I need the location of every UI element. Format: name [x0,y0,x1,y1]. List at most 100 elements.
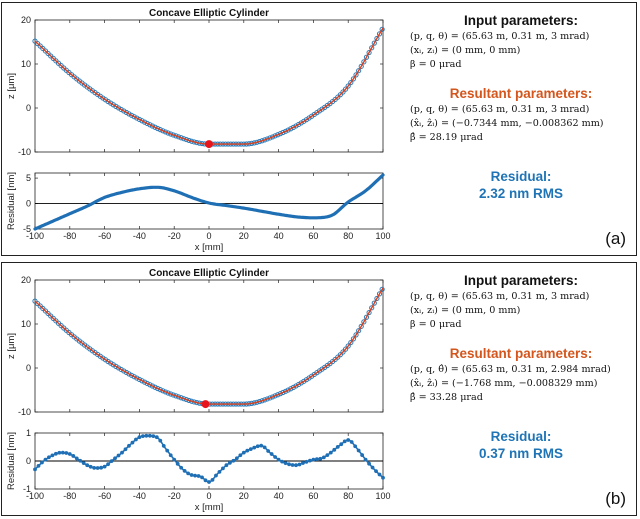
residual-point [255,444,260,449]
residual-point [377,472,382,477]
profile-point [340,89,346,95]
x-axis-label: x [mm] [195,502,224,513]
residual-point [137,435,142,440]
profile-point [376,31,383,37]
y-tick-label: 10 [21,319,31,329]
y-tick-label: 20 [21,275,31,285]
chart-title: Concave Elliptic Cylinder [149,268,269,279]
profile-point [136,116,142,123]
profile-point [264,396,270,402]
profile-point [345,343,351,349]
profile-point [126,371,132,377]
profile-point [363,54,370,60]
profile-point [353,332,359,338]
x-tick-label: 40 [274,491,284,501]
figure-panel-a: -10 0 10 20 z [μm] Concave Elliptic Cylinder -… [1,2,637,256]
y-axis-label: z [μm] [6,333,17,359]
profile-point [178,395,184,401]
x-tick-label: 40 [274,231,284,241]
residual-point [154,435,159,440]
residual-point [144,433,149,438]
input-line-2: (xᵢ, zᵢ) = (0 mm, 0 mm) [410,305,521,316]
residual-point [259,443,264,448]
residual-point [92,465,97,470]
profile-point [296,121,302,128]
x-tick-label: -100 [26,491,44,501]
residual-point [321,455,326,460]
residual-point [283,461,288,466]
x-tick-label: -40 [133,231,146,241]
input-line-3: β = 0 μrad [410,59,462,70]
y-tick-label: 20 [21,15,31,25]
profile-point [149,123,156,129]
profile-point [280,389,286,396]
residual-point [71,454,76,458]
residual-point [297,462,302,467]
profile-point [144,120,150,127]
y-tick-label: 1 [26,428,31,438]
x-tick-label: 60 [308,491,318,501]
residual-point [50,453,55,458]
x-tick-label: 100 [375,491,390,501]
profile-point [350,336,357,342]
residual-heading: Residual: [490,169,552,184]
x-tick-label: -100 [26,231,44,241]
profile-point [275,392,281,398]
profile-point [162,389,169,395]
residual-point [290,463,295,467]
profile-point [337,352,343,358]
residual-point [99,465,104,470]
vertex-point [201,400,210,409]
y-axis-label: z [μm] [6,73,17,99]
residual-point [186,471,191,476]
y-tick-label: 10 [21,59,31,69]
x-tick-label: 100 [375,231,390,241]
profile-point [267,135,273,141]
profile-point [348,339,354,346]
residual-point [151,434,156,439]
profile-point [165,130,171,136]
plot-frame [34,19,384,153]
residual-point [266,449,271,453]
residual-point [147,433,152,438]
result-line-3: β̂ = 33.28 μrad [410,392,483,403]
x-tick-label: -80 [63,491,76,501]
profile-point [369,45,375,51]
residual-point [134,437,138,442]
profile-point [342,346,349,352]
residual-point [113,456,117,461]
y-tick-label: 5 [26,173,31,183]
profile-point [118,366,124,373]
residual-point [47,455,51,460]
residual-point [165,448,170,453]
residual-point [301,461,305,465]
y-tick-label: -1 [23,484,31,494]
y-axis-label: Residual [nm] [6,172,17,230]
profile-point [376,291,383,297]
residual-point [88,464,93,469]
profile-point [170,132,176,138]
profile-point [168,131,174,137]
residual-point [318,456,323,461]
profile-point [285,127,291,133]
residual-point [238,453,243,458]
residual-heading: Residual: [490,429,552,444]
input-line-1: (p, q, θ) = (65.63 m, 0.31 m, 3 mrad) [410,31,590,42]
residual-point [325,453,330,458]
residual-point [221,466,225,471]
residual-point [241,450,246,455]
residual-point [85,463,90,468]
residual-point [332,447,337,452]
profile-point [337,92,343,98]
profile-point [269,134,276,140]
x-tick-label: 80 [343,491,353,501]
residual-point [381,475,385,480]
residual-point [203,478,208,483]
profile-point [118,106,124,113]
residual-point [64,451,69,455]
input-line-2: (xᵢ, zᵢ) = (0 mm, 0 mm) [410,45,521,56]
residual-point [102,464,107,469]
x-axis-label: x [mm] [195,242,224,253]
residual-point [81,461,86,466]
y-tick-label: -10 [18,147,31,157]
